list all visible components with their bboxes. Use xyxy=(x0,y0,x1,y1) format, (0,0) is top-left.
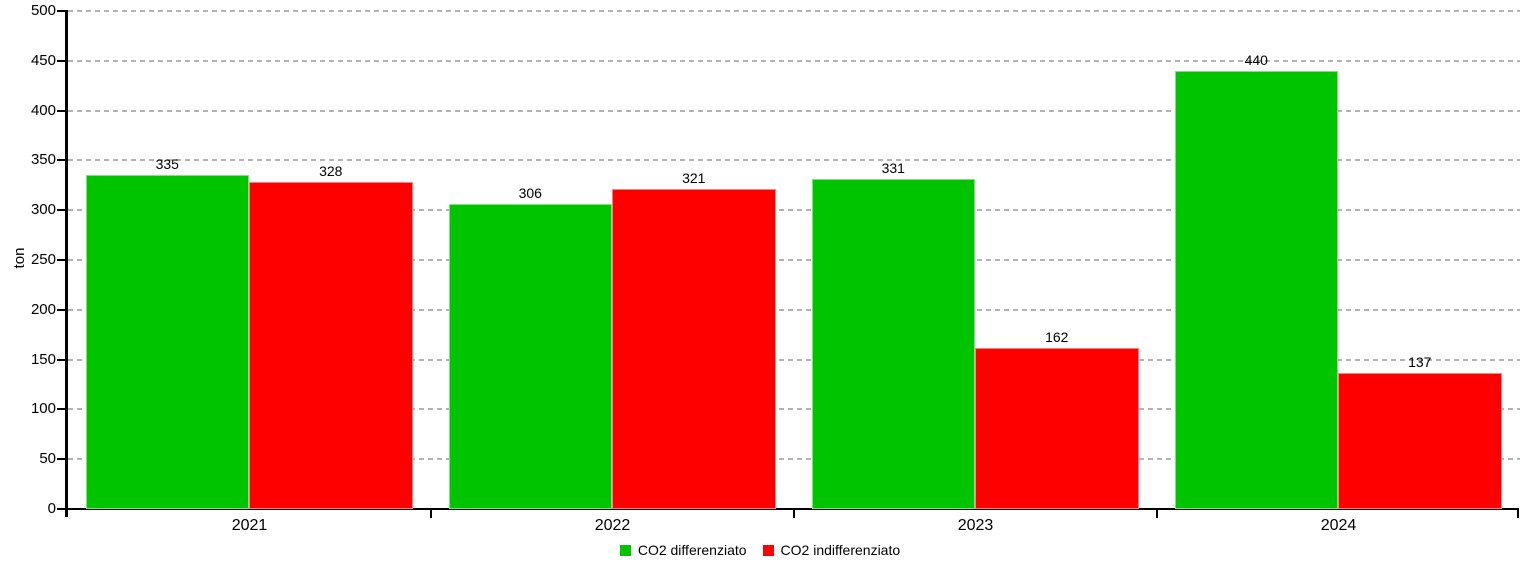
bar-value-label: 440 xyxy=(1244,51,1268,68)
bar-co2-differenziato-2021 xyxy=(85,175,249,509)
gridline-500 xyxy=(68,10,1520,12)
bar-value-label: 331 xyxy=(881,160,905,177)
y-axis-tick xyxy=(57,109,65,112)
y-axis-tick xyxy=(57,308,65,311)
y-tick-label: 100 xyxy=(30,400,56,418)
y-axis-tick xyxy=(57,209,65,212)
bar-value-label: 306 xyxy=(518,185,542,202)
y-axis-line xyxy=(65,10,68,517)
gridline-350 xyxy=(68,159,1520,162)
legend-swatch xyxy=(619,544,631,556)
bar-co2-differenziato-2023 xyxy=(811,179,975,509)
bar-co2-differenziato-2024 xyxy=(1174,70,1338,509)
bar-value-label: 162 xyxy=(1045,328,1069,345)
y-axis-tick xyxy=(57,458,65,461)
x-axis-tick xyxy=(1156,510,1158,518)
bar-value-label: 335 xyxy=(155,156,179,173)
y-tick-label: 200 xyxy=(30,300,56,318)
bar-co2-differenziato-2022 xyxy=(448,204,612,509)
y-tick-label: 50 xyxy=(39,450,56,468)
gridline-400 xyxy=(68,109,1520,112)
gridline-150 xyxy=(68,358,1520,361)
gridline-100 xyxy=(68,408,1520,411)
y-tick-label: 500 xyxy=(30,2,56,19)
x-tick-label: 2023 xyxy=(957,517,994,534)
y-axis-tick xyxy=(57,10,65,12)
legend-item: CO2 differenziato xyxy=(619,542,747,558)
x-axis-tick xyxy=(793,510,795,518)
y-axis-tick xyxy=(57,508,65,510)
bar-value-label: 137 xyxy=(1408,353,1432,370)
x-tick-label: 2022 xyxy=(594,517,631,534)
y-tick-label: 150 xyxy=(30,350,56,368)
gridline-200 xyxy=(68,308,1520,311)
gridline-300 xyxy=(68,209,1520,212)
y-axis-tick xyxy=(57,259,65,261)
chart-legend: CO2 differenziato CO2 indifferenziato xyxy=(0,541,1520,559)
y-tick-label: 350 xyxy=(30,151,56,169)
y-tick-label: 0 xyxy=(47,500,56,517)
gridline-50 xyxy=(68,458,1520,461)
x-axis-line xyxy=(65,508,1519,510)
bar-co2-indifferenziato-2022 xyxy=(612,189,776,509)
bar-co2-indifferenziato-2021 xyxy=(249,182,413,509)
gridline-250 xyxy=(68,259,1520,261)
bar-value-label: 328 xyxy=(319,163,343,180)
bar-value-label: 321 xyxy=(682,170,706,187)
y-tick-label: 450 xyxy=(30,51,56,69)
y-tick-label: 300 xyxy=(30,201,56,219)
y-tick-label: 400 xyxy=(30,101,56,119)
x-axis-tick xyxy=(1517,510,1519,518)
x-tick-label: 2024 xyxy=(1320,517,1357,534)
gridline-450 xyxy=(68,59,1520,62)
x-axis-tick xyxy=(430,510,432,518)
legend-item: CO2 indifferenziato xyxy=(762,542,901,558)
x-tick-label: 2021 xyxy=(231,517,268,534)
legend-label: CO2 indifferenziato xyxy=(780,542,901,558)
y-axis-tick xyxy=(57,408,65,411)
legend-swatch xyxy=(762,544,774,556)
y-axis-tick xyxy=(57,59,65,62)
y-tick-label: 250 xyxy=(30,251,56,268)
bar-co2-indifferenziato-2024 xyxy=(1338,372,1502,509)
legend-label: CO2 differenziato xyxy=(637,542,747,558)
y-axis-tick xyxy=(57,358,65,361)
bar-co2-indifferenziato-2023 xyxy=(975,347,1139,509)
y-axis-tick xyxy=(57,159,65,162)
